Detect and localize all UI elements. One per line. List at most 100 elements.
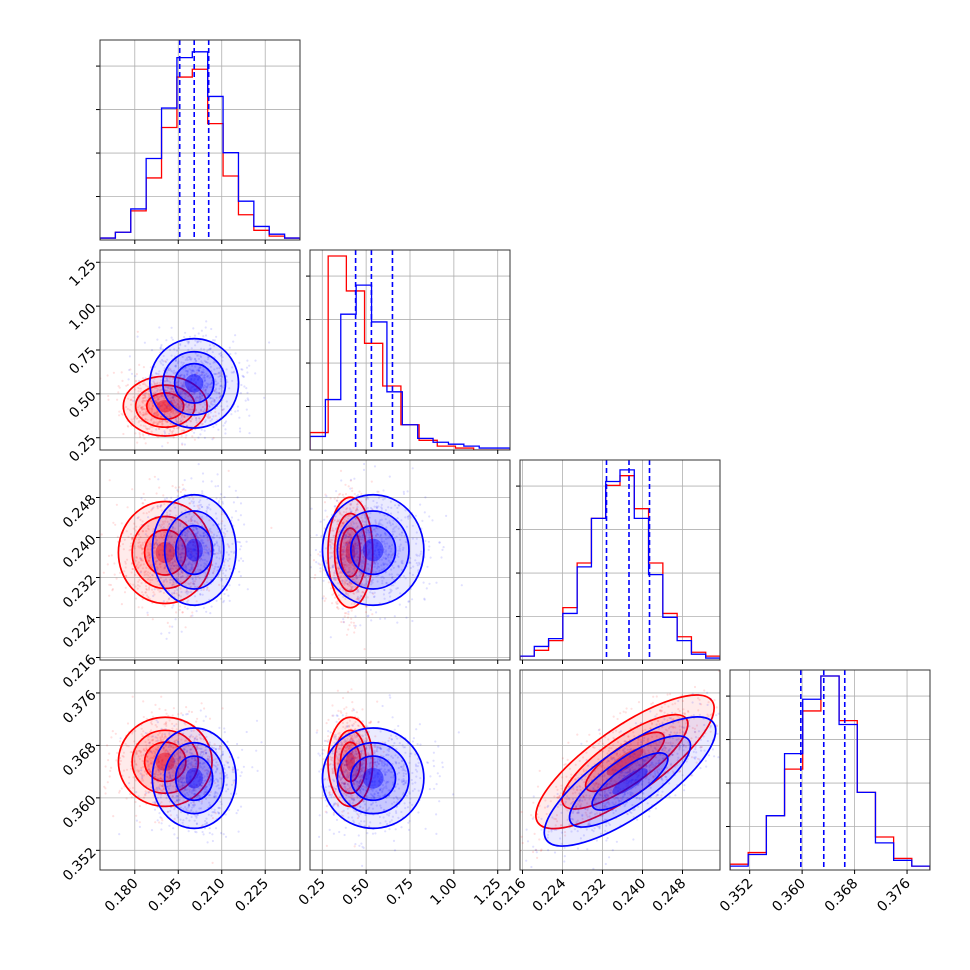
sample-point: [162, 591, 165, 595]
sample-point: [350, 510, 353, 513]
sample-point: [315, 561, 318, 564]
sample-point: [350, 524, 353, 527]
sample-point: [191, 540, 194, 543]
sample-point: [150, 407, 153, 410]
sample-point: [202, 606, 205, 609]
sample-point: [176, 551, 179, 554]
sample-point: [134, 415, 137, 418]
sample-point: [160, 404, 163, 407]
sample-point: [177, 734, 180, 737]
sample-point: [356, 597, 359, 600]
sample-point: [369, 531, 372, 534]
sample-point: [162, 748, 165, 751]
sample-point: [157, 770, 160, 773]
sample-point: [355, 527, 358, 530]
sample-point: [204, 394, 207, 397]
sample-point: [323, 569, 326, 572]
sample-point: [334, 515, 337, 518]
sample-point: [117, 385, 120, 388]
sample-point: [345, 557, 348, 561]
sample-point: [382, 489, 385, 492]
sample-point: [380, 503, 383, 506]
sample-point: [194, 544, 197, 547]
sample-point: [193, 438, 196, 441]
sample-point: [199, 549, 202, 552]
sample-point: [169, 765, 172, 768]
sample-point: [177, 742, 180, 745]
sample-point: [214, 790, 217, 794]
sample-point: [376, 490, 379, 493]
sample-point: [215, 391, 218, 394]
sample-point: [123, 570, 126, 573]
sample-point: [199, 366, 202, 369]
sample-point: [211, 381, 214, 385]
sample-point: [161, 784, 164, 787]
contour-line: [163, 510, 225, 590]
sample-point: [180, 544, 183, 547]
sample-point: [145, 566, 148, 570]
sample-point: [341, 521, 344, 524]
sample-point: [166, 755, 170, 758]
sample-point: [155, 748, 158, 751]
sample-point: [238, 570, 241, 573]
sample-point: [181, 418, 184, 421]
sample-point: [199, 392, 202, 395]
sample-point: [155, 759, 158, 762]
sample-point: [172, 436, 175, 439]
sample-point: [149, 770, 152, 773]
sample-point: [379, 617, 382, 621]
sample-point: [189, 767, 192, 770]
sample-point: [141, 559, 144, 562]
sample-point: [137, 770, 140, 773]
sample-point: [213, 536, 216, 540]
sample-point: [189, 781, 192, 784]
sample-point: [181, 548, 184, 551]
sample-point: [239, 514, 242, 517]
sample-point: [386, 537, 389, 540]
sample-point: [208, 589, 211, 592]
sample-point: [150, 349, 154, 352]
sample-point: [204, 334, 208, 337]
sample-point: [151, 574, 155, 577]
sample-point: [134, 529, 137, 532]
sample-point: [107, 394, 110, 398]
sample-point: [179, 391, 182, 394]
sample-point: [166, 810, 169, 813]
sample-point: [354, 575, 358, 578]
sample-point: [244, 399, 247, 402]
sample-point: [194, 736, 197, 739]
sample-point: [359, 536, 362, 539]
sample-point: [164, 360, 168, 364]
sample-point: [195, 559, 198, 562]
sample-point: [336, 520, 339, 523]
sample-point: [160, 762, 163, 765]
sample-point: [364, 515, 367, 518]
sample-point: [196, 575, 200, 578]
sample-point: [201, 824, 204, 827]
sample-point: [223, 561, 226, 564]
sample-point: [379, 519, 382, 522]
sample-point: [179, 553, 182, 556]
sample-point: [131, 732, 134, 735]
sample-point: [153, 551, 156, 555]
sample-point: [190, 748, 193, 751]
sample-point: [179, 786, 182, 789]
sample-point: [111, 588, 114, 591]
sample-point: [192, 327, 195, 330]
sample-point: [150, 410, 153, 413]
sample-point: [201, 394, 204, 397]
sample-point: [164, 400, 168, 403]
sample-point: [383, 588, 386, 592]
sample-point: [160, 358, 164, 362]
sample-point: [204, 533, 207, 537]
sample-point: [171, 396, 174, 399]
sample-point: [191, 785, 194, 788]
sample-point: [360, 538, 363, 541]
sample-point: [378, 553, 381, 556]
sample-point: [219, 394, 222, 397]
sample-point: [201, 762, 204, 766]
sample-point: [188, 710, 191, 713]
sample-point: [349, 510, 353, 514]
sample-point: [162, 600, 165, 603]
sample-point: [201, 593, 204, 596]
